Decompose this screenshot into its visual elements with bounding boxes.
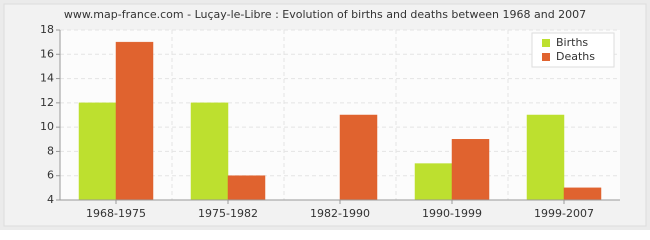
y-tick-label: 10 [40, 120, 54, 133]
page: {"chart_data": {"type": "bar", "title": … [0, 0, 650, 230]
x-tick-label: 1968-1975 [86, 207, 146, 220]
bar [115, 41, 154, 201]
bar [339, 114, 378, 201]
bar [451, 139, 490, 201]
x-tick-label: 1982-1990 [310, 207, 370, 220]
y-tick-label: 4 [47, 193, 54, 206]
chart: www.map-france.com - Luçay-le-Libre : Ev… [0, 0, 650, 230]
y-tick-label: 8 [47, 144, 54, 157]
legend-swatch [542, 53, 550, 61]
bar [78, 102, 117, 201]
legend-label: Deaths [556, 50, 595, 63]
bar [526, 114, 565, 201]
legend-label: Births [556, 36, 588, 49]
bar [190, 102, 229, 201]
y-tick-label: 12 [40, 96, 54, 109]
x-tick-label: 1990-1999 [422, 207, 482, 220]
legend-box [531, 32, 615, 68]
legend-swatch [542, 39, 550, 47]
y-tick-label: 16 [40, 47, 54, 60]
chart-title: www.map-france.com - Luçay-le-Libre : Ev… [64, 8, 586, 21]
bar [227, 175, 266, 201]
y-tick-label: 14 [40, 72, 54, 85]
bar [563, 187, 602, 201]
bar [414, 163, 453, 201]
x-tick-label: 1999-2007 [534, 207, 594, 220]
y-tick-label: 6 [47, 169, 54, 182]
x-tick-label: 1975-1982 [198, 207, 258, 220]
y-tick-label: 18 [40, 23, 54, 36]
